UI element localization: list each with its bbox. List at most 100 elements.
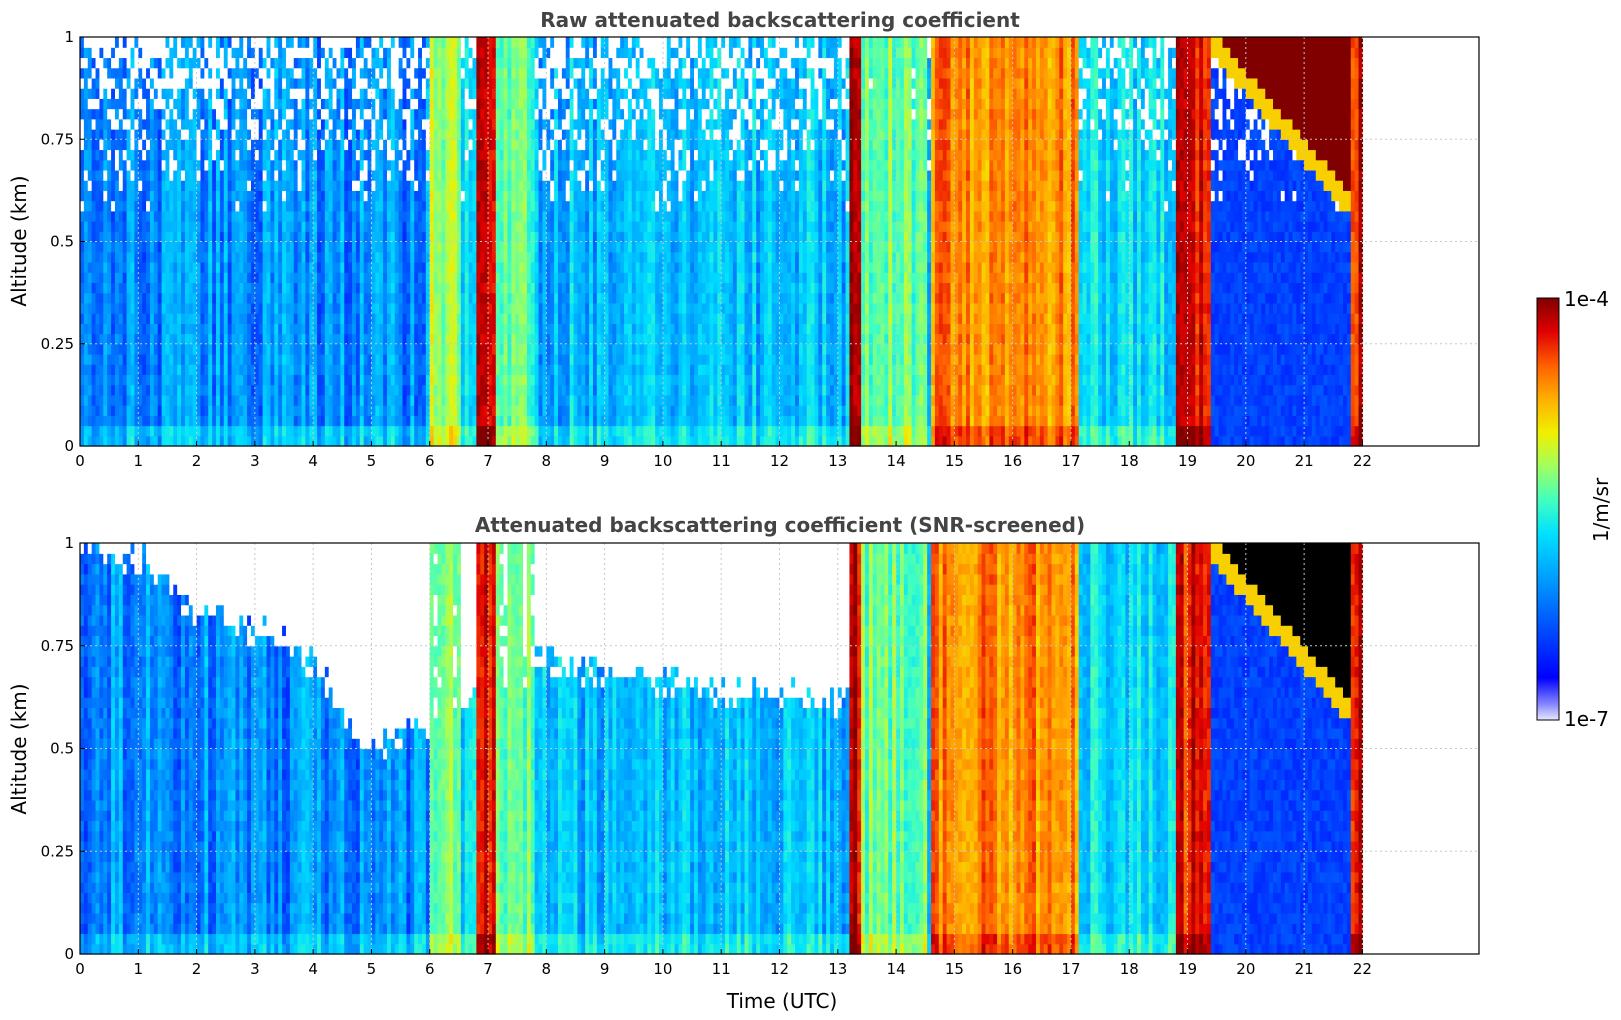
heatmap-cell: [169, 37, 174, 48]
heatmap-cell: [410, 241, 415, 253]
heatmap-cell: [406, 333, 411, 345]
heatmap-cell: [534, 405, 540, 416]
heatmap-cell: [274, 200, 279, 212]
heatmap-cell: [153, 57, 159, 69]
heatmap-cell: [464, 67, 470, 79]
heatmap-cell: [503, 241, 509, 253]
heatmap-cell: [480, 169, 485, 181]
heatmap-cell: [468, 108, 474, 120]
heatmap-cell: [352, 425, 357, 437]
heatmap-cell: [348, 108, 353, 120]
heatmap-cell: [114, 425, 120, 437]
heatmap-cell: [219, 108, 225, 120]
heatmap-cell: [453, 261, 458, 273]
heatmap-cell: [507, 139, 512, 151]
heatmap-cell: [301, 169, 306, 181]
heatmap-cell: [352, 67, 357, 79]
heatmap-cell: [425, 129, 431, 140]
heatmap-cell: [289, 251, 295, 263]
heatmap-cell: [317, 313, 322, 324]
heatmap-cell: [223, 139, 229, 151]
heatmap-cell: [511, 261, 516, 273]
heatmap-cell: [406, 57, 411, 69]
heatmap-cell: [270, 180, 275, 191]
heatmap-cell: [367, 435, 373, 447]
heatmap-cell: [181, 251, 186, 263]
heatmap-cell: [250, 333, 256, 345]
heatmap-cell: [297, 302, 303, 314]
heatmap-cell: [285, 169, 291, 181]
heatmap-cell: [130, 139, 136, 151]
heatmap-cell: [328, 108, 334, 120]
heatmap-cell: [332, 241, 338, 253]
heatmap-cell: [523, 108, 528, 120]
heatmap-cell: [379, 425, 384, 437]
heatmap-cell: [103, 374, 108, 386]
heatmap-cell: [515, 282, 520, 294]
heatmap-cell: [383, 302, 388, 314]
heatmap-cell: [503, 37, 509, 48]
heatmap-cell: [270, 118, 275, 130]
heatmap-cell: [507, 405, 512, 416]
heatmap-cell: [111, 180, 116, 191]
heatmap-cell: [301, 292, 306, 304]
heatmap-cell: [414, 272, 419, 283]
heatmap-cell: [192, 169, 198, 181]
heatmap-cell: [554, 77, 559, 89]
heatmap-cell: [328, 241, 334, 253]
heatmap-cell: [196, 129, 202, 140]
heatmap-cell: [153, 415, 159, 427]
heatmap-cell: [328, 129, 334, 140]
heatmap-cell: [184, 169, 190, 181]
heatmap-cell: [379, 282, 384, 294]
heatmap-cell: [515, 77, 520, 89]
heatmap-cell: [320, 88, 326, 99]
heatmap-cell: [278, 251, 283, 263]
heatmap-cell: [488, 394, 493, 406]
heatmap-cell: [305, 159, 310, 171]
heatmap-cell: [542, 292, 547, 304]
heatmap-cell: [367, 241, 373, 253]
heatmap-cell: [130, 108, 136, 120]
heatmap-cell: [344, 241, 349, 253]
heatmap-cell: [406, 98, 411, 110]
heatmap-cell: [87, 37, 93, 48]
heatmap-cell: [359, 302, 365, 314]
heatmap-cell: [406, 415, 411, 427]
heatmap-cell: [429, 323, 435, 335]
heatmap-cell: [107, 313, 112, 324]
heatmap-cell: [80, 77, 85, 89]
heatmap-cell: [515, 231, 520, 243]
heatmap-cell: [449, 190, 454, 202]
heatmap-cell: [80, 333, 85, 345]
heatmap-cell: [371, 272, 376, 283]
heatmap-cell: [546, 374, 551, 386]
heatmap-cell: [212, 425, 217, 437]
heatmap-cell: [262, 190, 268, 202]
heatmap-cell: [103, 302, 108, 314]
heatmap-cell: [387, 374, 392, 386]
heatmap-cell: [371, 343, 376, 355]
heatmap-cell: [503, 333, 509, 345]
heatmap-cell: [309, 210, 314, 222]
heatmap-cell: [196, 313, 202, 324]
heatmap-cell: [208, 221, 213, 232]
heatmap-cell: [546, 251, 551, 263]
heatmap-cell: [390, 221, 396, 232]
heatmap-cell: [546, 282, 551, 294]
heatmap-cell: [441, 190, 446, 202]
heatmap-cell: [491, 159, 497, 171]
heatmap-cell: [534, 425, 540, 437]
heatmap-cell: [188, 129, 194, 140]
heatmap-cell: [188, 313, 194, 324]
heatmap-cell: [530, 323, 536, 335]
heatmap-cell: [301, 67, 306, 79]
heatmap-cell: [274, 67, 279, 79]
heatmap-cell: [83, 231, 89, 243]
heatmap-cell: [216, 98, 221, 110]
heatmap-cell: [425, 169, 431, 181]
heatmap-cell: [297, 313, 303, 324]
heatmap-cell: [480, 37, 485, 48]
heatmap-cell: [181, 241, 186, 253]
heatmap-cell: [169, 98, 174, 110]
